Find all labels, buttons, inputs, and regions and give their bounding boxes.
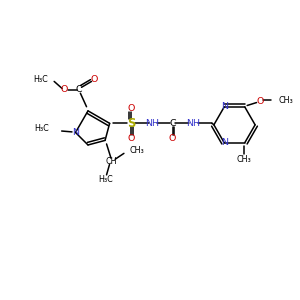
Text: N: N [72,128,79,137]
Text: C: C [169,119,176,128]
Text: N: N [221,103,228,112]
Text: NH: NH [186,119,200,128]
Text: NH: NH [145,119,159,128]
Text: O: O [61,85,68,94]
Text: O: O [169,134,176,143]
Text: CH: CH [105,157,117,166]
Text: CH₃: CH₃ [237,155,252,164]
Text: O: O [256,97,264,106]
Text: S: S [127,117,135,130]
Text: H₃C: H₃C [34,75,48,84]
Text: C: C [76,85,83,94]
Text: H₃C: H₃C [34,124,49,134]
Text: H₃C: H₃C [98,176,113,184]
Text: CH₃: CH₃ [278,96,293,105]
Text: O: O [127,103,134,112]
Text: O: O [91,75,98,84]
Text: O: O [127,134,134,143]
Text: N: N [221,138,228,147]
Text: CH₃: CH₃ [129,146,144,155]
